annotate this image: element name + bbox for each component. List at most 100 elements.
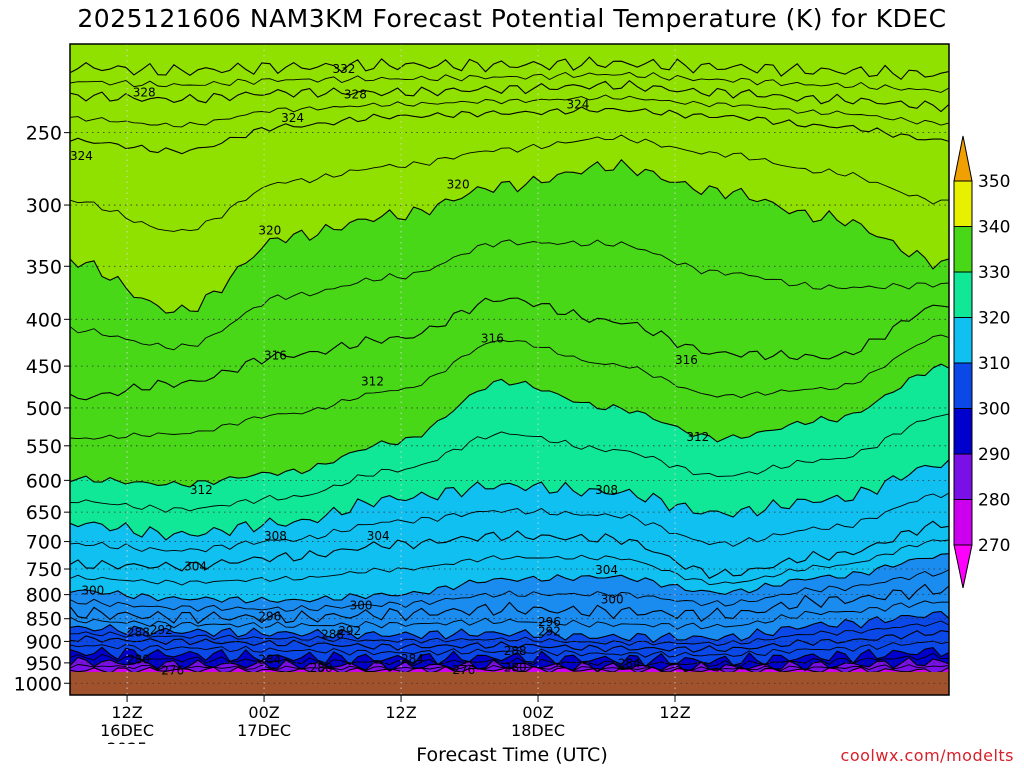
contour-label: 308 (595, 483, 618, 497)
x-tick-label: 12Z (385, 703, 416, 722)
ground-surface (70, 672, 949, 695)
y-tick-label: 350 (26, 256, 62, 278)
contour-intermediate (70, 492, 949, 553)
y-tick-label: 850 (26, 609, 62, 631)
contour-label: 308 (264, 529, 287, 543)
contour-label: 312 (686, 430, 709, 444)
x-tick-date: 16DEC (100, 721, 154, 740)
x-tick-date: 17DEC (237, 721, 291, 740)
contour-312 (70, 363, 949, 488)
contour-label: 280 (504, 660, 527, 674)
contour-label: 300 (350, 598, 373, 612)
contour-label: 316 (675, 353, 698, 367)
contour-304 (70, 520, 949, 579)
temperature-fill-bands (70, 44, 949, 695)
y-tick-label: 700 (26, 532, 62, 554)
contour-intermediate (70, 569, 949, 612)
colorbar-segment (953, 317, 973, 364)
contour-label: 292 (538, 625, 561, 639)
y-tick-label: 800 (26, 585, 62, 607)
contour-label: 312 (190, 483, 213, 497)
grid-lines (70, 44, 949, 695)
colorbar-tick-label: 330 (978, 263, 1010, 283)
contour-label: 292 (338, 624, 361, 638)
x-tick-date: 18DEC (511, 721, 565, 740)
colorbar-tick-label: 300 (978, 400, 1010, 420)
contour-300 (70, 553, 949, 604)
contour-label: 328 (133, 86, 156, 100)
contour-label: 288 (504, 644, 527, 658)
y-tick-label: 400 (26, 309, 62, 331)
contour-label: 276 (452, 663, 475, 677)
y-tick-label: 550 (26, 436, 62, 458)
y-tick-label: 950 (26, 653, 62, 675)
contour-label: 280 (127, 653, 150, 667)
contour-intermediate (70, 239, 949, 351)
contour-label: 276 (161, 663, 184, 677)
contour-intermediate (70, 600, 949, 630)
contour-label: 320 (258, 224, 281, 238)
contour-label: 304 (367, 529, 390, 543)
contour-intermediate (70, 539, 949, 586)
contour-308 (70, 459, 949, 541)
contour-332 (70, 56, 949, 81)
contour-label: 304 (184, 559, 207, 573)
contour-intermediate (70, 640, 949, 658)
contour-label: 284 (258, 653, 281, 667)
isentrope-contours (70, 56, 949, 675)
contour-label-layer: 332 328 328 324 324 324 320 320 316 316 316 312 312 3… (70, 62, 709, 677)
contour-label: 300 (601, 593, 624, 607)
y-axis: 2503003504004505005506006507007508008509… (14, 123, 70, 695)
y-tick-label: 250 (26, 123, 62, 145)
contour-label: 324 (281, 111, 304, 125)
x-axis: 12Z16DEC202500Z17DEC12Z00Z18DEC12Z (100, 695, 691, 744)
x-axis-title: Forecast Time (UTC) (416, 744, 608, 766)
contour-intermediate (70, 134, 949, 232)
y-tick-label: 900 (26, 631, 62, 653)
contour-label: 312 (361, 375, 384, 389)
colorbar-segment (953, 271, 973, 318)
contour-280 (70, 656, 949, 673)
contour-label: 288 (127, 625, 150, 639)
contour-label: 324 (70, 149, 93, 163)
contour-328 (70, 79, 949, 113)
colorbar-segment (953, 408, 973, 455)
colorbar-tick-label: 340 (978, 218, 1010, 238)
x-tick-label: 12Z (111, 703, 142, 722)
colorbar-tick-label: 290 (978, 445, 1010, 465)
x-tick-label: 00Z (522, 703, 553, 722)
plot-frame (69, 43, 950, 696)
contour-292 (70, 610, 949, 644)
contour-label: 328 (344, 87, 367, 101)
colorbar-bottom-arrow (953, 544, 973, 589)
contour-284 (70, 646, 949, 668)
x-tick-label: 12Z (659, 703, 690, 722)
contour-intermediate (70, 413, 949, 513)
contour-label: 316 (481, 332, 504, 346)
contour-label: 296 (258, 609, 281, 623)
contour-324 (70, 106, 949, 155)
y-tick-label: 450 (26, 356, 62, 378)
colorbar: 270 280 290 300 310 320 330 340 350 (953, 135, 1010, 589)
contour-intermediate (70, 334, 949, 440)
contour-label: 332 (333, 62, 356, 76)
contour-label: 320 (447, 178, 470, 192)
y-tick-label: 600 (26, 470, 62, 492)
chart: 332 328 328 324 324 324 320 320 316 316 316 312 312 3… (14, 43, 1010, 744)
colorbar-tick-label: 320 (978, 309, 1010, 329)
contour-label: 280 (310, 661, 333, 675)
contour-label: 316 (264, 348, 287, 362)
contour-label: 300 (81, 584, 104, 598)
contour-label: 296 (538, 615, 561, 629)
contour-label: 292 (150, 623, 173, 637)
contour-296 (70, 583, 949, 625)
chart-title: 2025121606 NAM3KM Forecast Potential Tem… (77, 4, 947, 33)
x-tick-label: 00Z (248, 703, 279, 722)
x-tick-year: 2025 (107, 739, 148, 744)
site-credit[interactable]: coolwx.com/modelts (840, 746, 1014, 765)
y-tick-label: 750 (26, 559, 62, 581)
contour-intermediate (70, 71, 949, 93)
y-tick-label: 1000 (14, 673, 62, 695)
y-tick-label: 300 (26, 195, 62, 217)
colorbar-tick-label: 310 (978, 354, 1010, 374)
